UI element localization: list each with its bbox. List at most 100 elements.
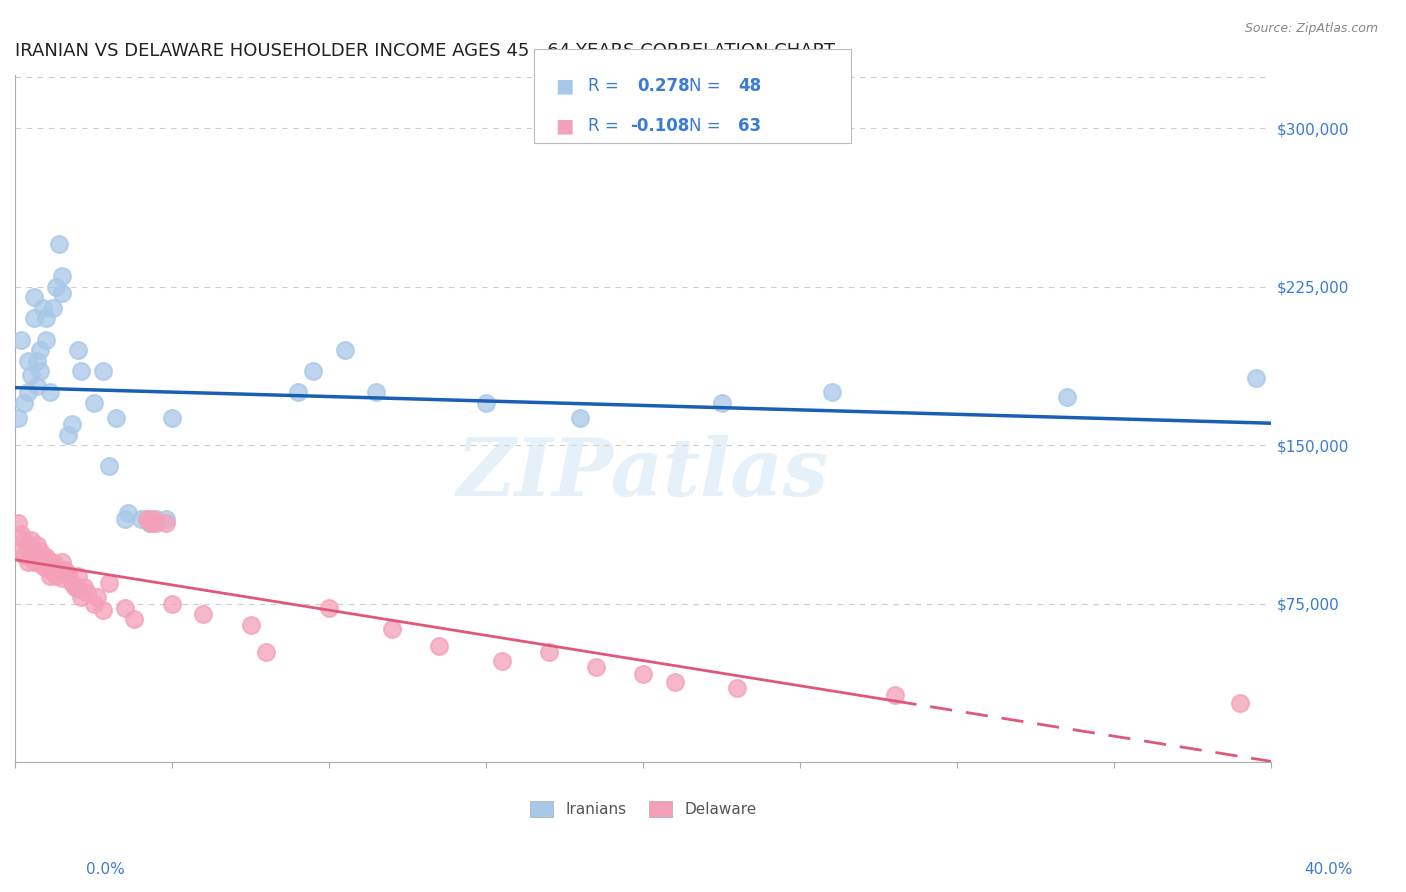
Point — [537, 645, 560, 659]
Point — [76, 586, 98, 600]
Point — [32, 550, 55, 565]
Text: 40.0%: 40.0% — [1305, 863, 1353, 877]
Point — [30, 555, 52, 569]
Point — [20, 533, 42, 548]
Point — [17, 538, 39, 552]
Point — [114, 601, 136, 615]
Point — [17, 555, 39, 569]
Point — [41, 555, 63, 569]
Point — [41, 565, 63, 579]
Point — [51, 285, 73, 300]
Text: IRANIAN VS DELAWARE HOUSEHOLDER INCOME AGES 45 - 64 YEARS CORRELATION CHART: IRANIAN VS DELAWARE HOUSEHOLDER INCOME A… — [15, 42, 835, 60]
Point — [136, 512, 159, 526]
Point — [664, 675, 686, 690]
Point — [38, 385, 60, 400]
Point — [25, 379, 48, 393]
Point — [160, 597, 183, 611]
Point — [710, 396, 733, 410]
Point — [114, 512, 136, 526]
Point — [22, 290, 45, 304]
Point — [333, 343, 356, 357]
Point — [491, 654, 513, 668]
Point — [38, 569, 60, 583]
Point — [193, 607, 215, 622]
Point — [17, 353, 39, 368]
Text: N =: N = — [689, 77, 725, 95]
Point — [63, 580, 86, 594]
Point — [381, 622, 404, 636]
Text: 63: 63 — [738, 117, 761, 135]
Point — [142, 512, 165, 526]
Point — [48, 237, 70, 252]
Point — [13, 396, 35, 410]
Point — [70, 591, 93, 605]
Point — [32, 301, 55, 315]
Point — [129, 512, 152, 526]
Point — [10, 544, 32, 558]
Point — [91, 603, 114, 617]
Point — [48, 565, 70, 579]
Point — [66, 343, 89, 357]
Point — [35, 333, 58, 347]
Point — [1056, 390, 1078, 404]
Text: ■: ■ — [555, 76, 574, 95]
Point — [1229, 696, 1251, 710]
Point — [22, 311, 45, 326]
Point — [13, 548, 35, 562]
Point — [7, 516, 30, 531]
Point — [139, 516, 162, 531]
Point — [569, 410, 592, 425]
Point — [10, 527, 32, 541]
Point — [41, 301, 63, 315]
Point — [254, 645, 277, 659]
Point — [427, 639, 450, 653]
Text: 0.0%: 0.0% — [86, 863, 125, 877]
Point — [98, 575, 121, 590]
Point — [51, 572, 73, 586]
Text: R =: R = — [588, 77, 624, 95]
Point — [51, 269, 73, 284]
Legend: Iranians, Delaware: Iranians, Delaware — [524, 796, 762, 823]
Point — [117, 506, 139, 520]
Text: N =: N = — [689, 117, 725, 135]
Text: 0.278: 0.278 — [637, 77, 689, 95]
Point — [83, 597, 105, 611]
Point — [25, 353, 48, 368]
Point — [302, 364, 325, 378]
Point — [287, 385, 309, 400]
Point — [585, 660, 607, 674]
Point — [45, 558, 67, 573]
Point — [86, 591, 108, 605]
Point — [35, 550, 58, 565]
Point — [475, 396, 498, 410]
Point — [60, 417, 83, 431]
Point — [1244, 370, 1267, 384]
Point — [38, 558, 60, 573]
Point — [104, 410, 127, 425]
Point — [142, 516, 165, 531]
Point — [883, 688, 905, 702]
Text: 48: 48 — [738, 77, 761, 95]
Point — [60, 575, 83, 590]
Point — [30, 544, 52, 558]
Point — [32, 558, 55, 573]
Point — [83, 396, 105, 410]
Point — [30, 364, 52, 378]
Point — [73, 580, 96, 594]
Text: -0.108: -0.108 — [630, 117, 689, 135]
Point — [58, 427, 80, 442]
Point — [66, 582, 89, 596]
Point — [45, 569, 67, 583]
Point — [20, 550, 42, 565]
Point — [58, 567, 80, 582]
Point — [70, 364, 93, 378]
Point — [35, 561, 58, 575]
Point — [155, 516, 177, 531]
Point — [145, 516, 167, 531]
Text: R =: R = — [588, 117, 624, 135]
Point — [25, 548, 48, 562]
Point — [631, 666, 654, 681]
Text: Source: ZipAtlas.com: Source: ZipAtlas.com — [1244, 22, 1378, 36]
Point — [160, 410, 183, 425]
Point — [45, 279, 67, 293]
